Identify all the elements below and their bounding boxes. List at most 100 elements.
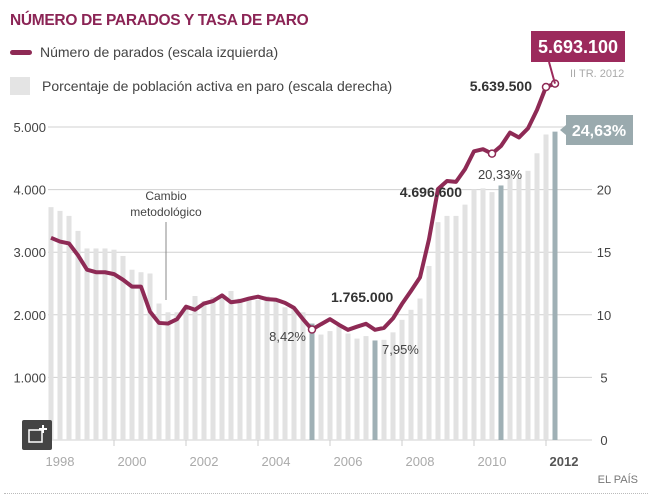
data-label: 5.639.500 xyxy=(470,78,532,94)
x-tick-label: 2008 xyxy=(406,454,435,469)
bar xyxy=(66,215,72,440)
bar xyxy=(408,309,414,440)
bar xyxy=(192,296,198,440)
bar xyxy=(381,339,387,440)
bar xyxy=(363,336,369,440)
source-label: EL PAÍS xyxy=(597,474,638,486)
bar xyxy=(237,298,243,440)
bar xyxy=(147,273,153,440)
callout-sub: II TR. 2012 xyxy=(570,68,624,80)
data-label: 20,33% xyxy=(478,167,523,182)
bar xyxy=(327,331,333,440)
bar xyxy=(525,170,531,440)
bar xyxy=(453,215,459,440)
bar xyxy=(201,301,207,440)
data-label: 4.696.600 xyxy=(400,184,462,200)
bar xyxy=(273,298,279,440)
y-right-tick-label: 15 xyxy=(597,245,611,260)
data-label: 7,95% xyxy=(382,342,419,357)
point-marker xyxy=(541,82,551,92)
bar xyxy=(507,173,513,440)
bar xyxy=(462,204,468,440)
x-tick-label: 2000 xyxy=(118,454,147,469)
line-series xyxy=(50,81,556,332)
bar xyxy=(300,312,306,440)
y-left-tick-label: 2.000 xyxy=(13,308,46,323)
bar xyxy=(129,269,135,440)
bar xyxy=(174,312,180,440)
bar xyxy=(246,298,252,440)
y-left-tick-label: 1.000 xyxy=(13,370,46,385)
bar xyxy=(390,332,396,440)
bar xyxy=(516,178,522,440)
bar xyxy=(426,265,432,440)
x-tick-label: 2006 xyxy=(334,454,363,469)
bar xyxy=(219,296,225,440)
x-tick-label: 2010 xyxy=(478,454,507,469)
bar xyxy=(156,303,162,440)
y-left-tick-label: 3.000 xyxy=(13,245,46,260)
point-marker xyxy=(487,149,497,158)
bar xyxy=(291,308,297,440)
bar xyxy=(102,248,108,440)
legend-bars-swatch xyxy=(10,77,30,95)
bar xyxy=(417,298,423,440)
bar xyxy=(255,299,261,440)
bar xyxy=(309,323,315,440)
annotation-label: Cambio xyxy=(145,189,187,203)
bar xyxy=(318,334,324,440)
data-label: 8,42% xyxy=(269,329,306,344)
bar xyxy=(543,134,549,440)
x-tick-label: 2012 xyxy=(550,454,579,469)
bar xyxy=(399,319,405,440)
bar xyxy=(210,297,216,440)
bar xyxy=(57,210,63,440)
bar xyxy=(444,215,450,440)
bar xyxy=(336,326,342,440)
bar xyxy=(534,153,540,441)
callout-box xyxy=(531,31,625,62)
y-right-tick-label: 20 xyxy=(597,183,611,198)
expand-button[interactable] xyxy=(22,420,52,450)
callout-box xyxy=(566,115,633,145)
callout-value: 5.693.100 xyxy=(538,37,618,57)
bar xyxy=(84,248,90,440)
bar xyxy=(480,188,486,440)
bar xyxy=(264,296,270,440)
callout-value: 24,63% xyxy=(572,123,626,140)
y-right-tick-label: 10 xyxy=(597,308,611,323)
bar xyxy=(498,185,504,440)
bar xyxy=(138,272,144,440)
x-tick-label: 2002 xyxy=(190,454,219,469)
bar xyxy=(111,249,117,440)
bar xyxy=(372,340,378,440)
callout-pointer xyxy=(548,61,556,84)
divider xyxy=(4,493,648,494)
bar xyxy=(282,307,288,440)
point-marker xyxy=(307,325,317,334)
bar xyxy=(489,192,495,440)
y-left-tick-label: 5.000 xyxy=(13,120,46,135)
callout-pointer xyxy=(560,125,566,135)
data-label: 1.765.000 xyxy=(331,289,393,305)
legend-line-swatch xyxy=(10,49,32,55)
bar xyxy=(552,131,558,441)
legend-bars-label: Porcentaje de población activa en paro (… xyxy=(42,78,393,94)
x-tick-label: 2004 xyxy=(262,454,291,469)
bar xyxy=(183,308,189,440)
legend-bars: Porcentaje de población activa en paro (… xyxy=(10,77,392,95)
bar xyxy=(354,338,360,440)
chart-title: NÚMERO DE PARADOS Y TASA DE PARO xyxy=(10,12,309,29)
bar xyxy=(345,333,351,440)
y-right-tick-label: 0 xyxy=(600,433,607,448)
bar xyxy=(48,207,54,440)
x-tick-label: 1998 xyxy=(46,454,75,469)
bar xyxy=(435,222,441,440)
bar xyxy=(75,230,81,440)
y-right-tick-label: 5 xyxy=(600,370,607,385)
bar xyxy=(471,189,477,440)
legend-line-label: Número de parados (escala izquierda) xyxy=(40,44,279,60)
bar xyxy=(120,255,126,440)
